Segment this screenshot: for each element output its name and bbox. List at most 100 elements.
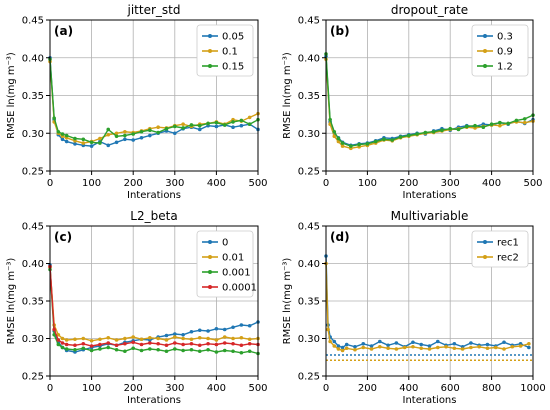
data-point (131, 346, 135, 351)
panel-label: (a) (54, 24, 73, 38)
data-point (493, 345, 498, 350)
x-tick-label: 500 (523, 178, 542, 189)
data-point (522, 117, 527, 121)
data-point (56, 342, 61, 347)
x-tick-label: 400 (399, 383, 418, 394)
series-line (49, 264, 259, 353)
x-axis-label: Interations (127, 395, 181, 406)
data-point (64, 347, 69, 351)
data-point (419, 342, 424, 347)
data-point (173, 131, 177, 136)
data-point (481, 125, 486, 130)
data-point (411, 340, 415, 345)
y-tick-label: 0.45 (22, 222, 44, 233)
legend-label: 0.05 (222, 32, 244, 43)
data-point (131, 132, 135, 136)
data-point (527, 345, 531, 350)
data-point (148, 347, 152, 351)
x-axis-label: Interations (403, 395, 457, 406)
data-point (344, 346, 349, 351)
data-point (114, 134, 119, 139)
x-tick-label: 0 (47, 178, 53, 189)
data-point (164, 338, 169, 342)
panel-label: (c) (54, 230, 72, 244)
data-point (114, 343, 119, 348)
x-tick-label: 400 (482, 178, 501, 189)
y-tick-label: 0.30 (22, 334, 44, 345)
data-point (469, 341, 473, 345)
data-point (206, 336, 210, 341)
data-point (197, 123, 202, 128)
data-point (206, 347, 210, 352)
data-point (164, 349, 169, 354)
chart-title: dropout_rate (391, 3, 468, 17)
x-tick-label: 0 (323, 178, 329, 189)
data-point (239, 123, 244, 128)
y-tick-label: 0.35 (298, 91, 320, 102)
legend-marker (208, 240, 212, 244)
legend-marker (483, 49, 487, 53)
legend: 0 0.01 0.001 0.0001 (196, 230, 257, 298)
data-point (390, 138, 395, 142)
legend-frame (196, 24, 254, 77)
x-tick-label: 400 (207, 383, 226, 394)
legend: 0.3 0.9 1.2 (471, 24, 529, 77)
y-axis-label: RMSE ln(mg m⁻³) (6, 52, 17, 139)
data-point (489, 122, 494, 126)
series-line (325, 255, 530, 349)
chart-panel-2: 0 100 200 300 400 500 0.25 0.30 0.35 0.40 0.45 drop… (282, 3, 543, 201)
y-tick-label: 0.35 (298, 297, 320, 308)
y-tick-label: 0.45 (298, 16, 320, 27)
y-tick-label: 0.40 (22, 259, 44, 270)
chart-title: Multivariable (391, 209, 469, 223)
data-point (247, 341, 252, 346)
data-point (173, 124, 177, 129)
data-point (373, 139, 378, 144)
legend-frame (196, 230, 254, 298)
data-point (73, 343, 77, 348)
data-point (247, 323, 252, 328)
data-point (123, 336, 127, 341)
data-point (415, 132, 419, 136)
data-point (214, 124, 219, 129)
y-tick-label: 0.40 (298, 53, 320, 64)
data-point (56, 129, 61, 134)
legend-label: rec2 (497, 253, 519, 264)
data-point (448, 126, 453, 131)
series-rec1 (324, 254, 531, 350)
data-point (81, 141, 86, 145)
data-point (181, 336, 185, 341)
data-point (56, 332, 61, 337)
data-point (222, 123, 227, 127)
data-point (114, 131, 119, 136)
x-tick-label: 100 (82, 383, 101, 394)
data-point (485, 342, 490, 347)
data-point (156, 341, 160, 346)
data-point (106, 132, 111, 137)
data-point (527, 341, 531, 346)
legend-label: 0.01 (222, 253, 244, 264)
data-point (369, 347, 374, 351)
data-point (139, 129, 144, 134)
data-point (239, 118, 244, 123)
data-point (340, 144, 345, 148)
data-point (440, 128, 444, 133)
x-axis-label: Interations (127, 190, 181, 201)
x-tick-label: 600 (441, 383, 460, 394)
data-point (222, 341, 227, 345)
legend: rec1 rec2 (471, 230, 529, 268)
y-tick-label: 0.25 (22, 372, 44, 383)
legend-marker (208, 49, 212, 53)
x-tick-label: 500 (248, 178, 267, 189)
data-point (89, 348, 94, 353)
y-axis-label: RMSE ln(mg m⁻³) (6, 258, 17, 345)
data-point (197, 328, 202, 333)
data-point (231, 349, 235, 354)
y-tick-label: 0.40 (298, 259, 320, 270)
data-point (164, 343, 169, 348)
x-tick-label: 300 (165, 383, 184, 394)
data-point (156, 336, 160, 341)
data-point (106, 335, 111, 340)
series-line (49, 59, 259, 144)
data-point (386, 346, 390, 351)
